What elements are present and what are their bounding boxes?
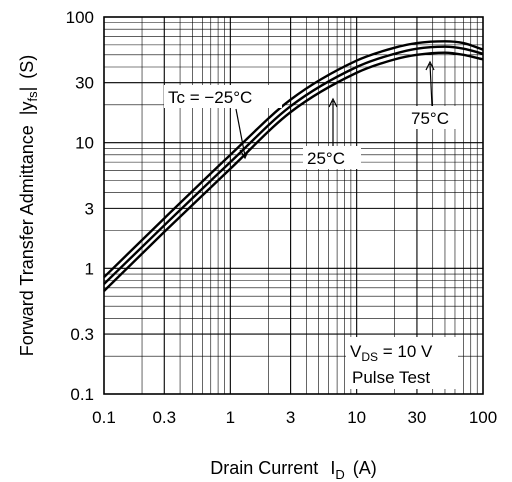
annotation-tc-minus25-arrow (235, 108, 250, 160)
y-tick-label: 1 (85, 259, 94, 278)
test-condition-box: VDS = 10 V Pulse Test (346, 337, 458, 389)
major-grid (104, 17, 483, 394)
annotation-75c: 75°C (407, 60, 463, 129)
x-tick-labels: 0.1 0.3 1 3 10 30 100 (92, 408, 497, 427)
curve-25c (103, 45, 484, 285)
condition-pulse-test: Pulse Test (352, 368, 430, 387)
annotation-25c-arrow (328, 97, 338, 146)
y-tick-label: 100 (66, 8, 94, 27)
y-tick-label: 10 (75, 134, 94, 153)
x-tick-label: 100 (469, 408, 497, 427)
annotation-tc-minus25: Tc = −25°C (164, 85, 282, 160)
annotation-25c: 25°C (303, 97, 361, 169)
condition-vds: VDS = 10 V (350, 342, 433, 364)
x-tick-label: 0.3 (152, 408, 176, 427)
curve-tc-minus25 (103, 40, 484, 279)
curves (103, 40, 484, 292)
x-tick-label: 10 (347, 408, 366, 427)
condition-vds-subscript: DS (361, 350, 378, 364)
annotation-tc-minus25-text: Tc = −25°C (168, 88, 252, 107)
x-tick-label: 3 (286, 408, 295, 427)
y-tick-label: 3 (85, 199, 94, 218)
x-tick-label: 1 (226, 408, 235, 427)
y-tick-label: 0.3 (70, 325, 94, 344)
condition-vds-value: = 10 V (378, 342, 433, 361)
condition-vds-prefix: V (350, 342, 362, 361)
curve-75c (103, 51, 484, 292)
y-tick-labels: 0.1 0.3 1 3 10 30 100 (66, 8, 94, 404)
annotation-75c-text: 75°C (411, 109, 449, 128)
annotation-25c-text: 25°C (307, 149, 345, 168)
y-tick-label: 30 (75, 74, 94, 93)
x-tick-label: 0.1 (92, 408, 116, 427)
annotation-75c-arrow (425, 60, 435, 107)
plot-frame (103, 16, 484, 395)
y-axis-label: Forward Transfer Admittance|yfs|(S) (17, 55, 40, 357)
y-tick-label: 0.1 (70, 385, 94, 404)
x-axis-label: Drain Current ID (A) (210, 458, 376, 482)
x-tick-label: 30 (407, 408, 426, 427)
